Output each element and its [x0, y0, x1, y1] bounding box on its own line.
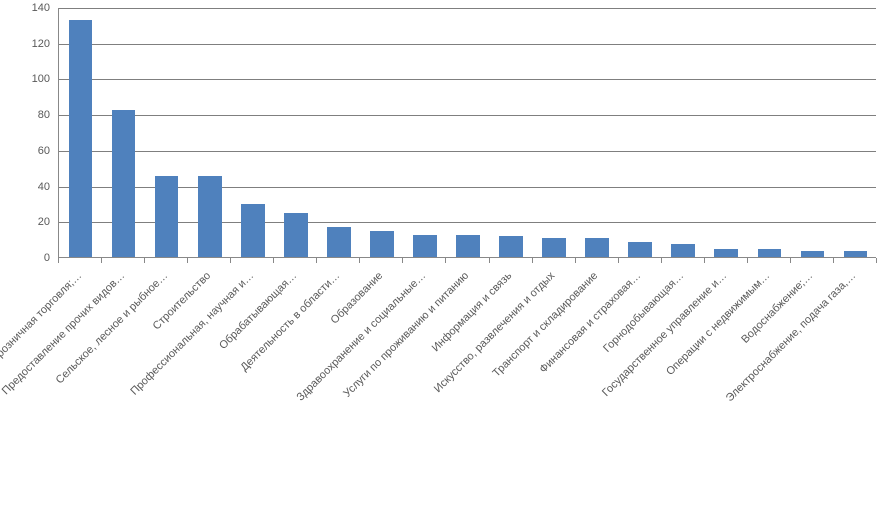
x-tick-mark	[833, 258, 834, 263]
x-tick-mark	[402, 258, 403, 263]
bar	[241, 204, 265, 257]
gridline	[59, 79, 876, 80]
x-tick-mark	[661, 258, 662, 263]
x-tick-mark	[618, 258, 619, 263]
x-tick-mark	[747, 258, 748, 263]
gridline	[59, 115, 876, 116]
gridline	[59, 222, 876, 223]
bar	[155, 176, 179, 257]
x-tick-mark	[144, 258, 145, 263]
x-tick-mark	[489, 258, 490, 263]
gridline	[59, 8, 876, 9]
bar	[714, 249, 738, 257]
y-tick-label: 40	[0, 181, 50, 193]
x-tick-mark	[704, 258, 705, 263]
x-tick-mark	[273, 258, 274, 263]
bar	[671, 244, 695, 258]
bar	[69, 20, 93, 257]
bar	[370, 231, 394, 257]
bar-chart: 020406080100120140Оптовая и розничная то…	[0, 0, 896, 514]
y-tick-label: 120	[0, 38, 50, 50]
bar	[628, 242, 652, 257]
x-tick-mark	[876, 258, 877, 263]
bar	[413, 235, 437, 257]
x-tick-mark	[532, 258, 533, 263]
plot-area	[58, 8, 876, 258]
bar	[456, 235, 480, 257]
x-tick-mark	[230, 258, 231, 263]
gridline	[59, 187, 876, 188]
x-tick-mark	[359, 258, 360, 263]
gridline	[59, 44, 876, 45]
bar	[542, 238, 566, 257]
y-tick-label: 100	[0, 73, 50, 85]
bar	[801, 251, 825, 257]
x-tick-mark	[316, 258, 317, 263]
bar	[758, 249, 782, 257]
x-tick-mark	[101, 258, 102, 263]
bar	[284, 213, 308, 257]
gridline	[59, 151, 876, 152]
bar	[844, 251, 868, 257]
x-tick-mark	[187, 258, 188, 263]
x-tick-mark	[445, 258, 446, 263]
bar	[499, 236, 523, 257]
bar	[585, 238, 609, 257]
y-tick-label: 140	[0, 2, 50, 14]
y-tick-label: 60	[0, 145, 50, 157]
y-tick-label: 20	[0, 216, 50, 228]
x-tick-mark	[575, 258, 576, 263]
x-tick-mark	[58, 258, 59, 263]
bar	[327, 227, 351, 257]
x-tick-mark	[790, 258, 791, 263]
y-tick-label: 80	[0, 109, 50, 121]
y-tick-label: 0	[0, 252, 50, 264]
bar	[198, 176, 222, 257]
bar	[112, 110, 136, 257]
